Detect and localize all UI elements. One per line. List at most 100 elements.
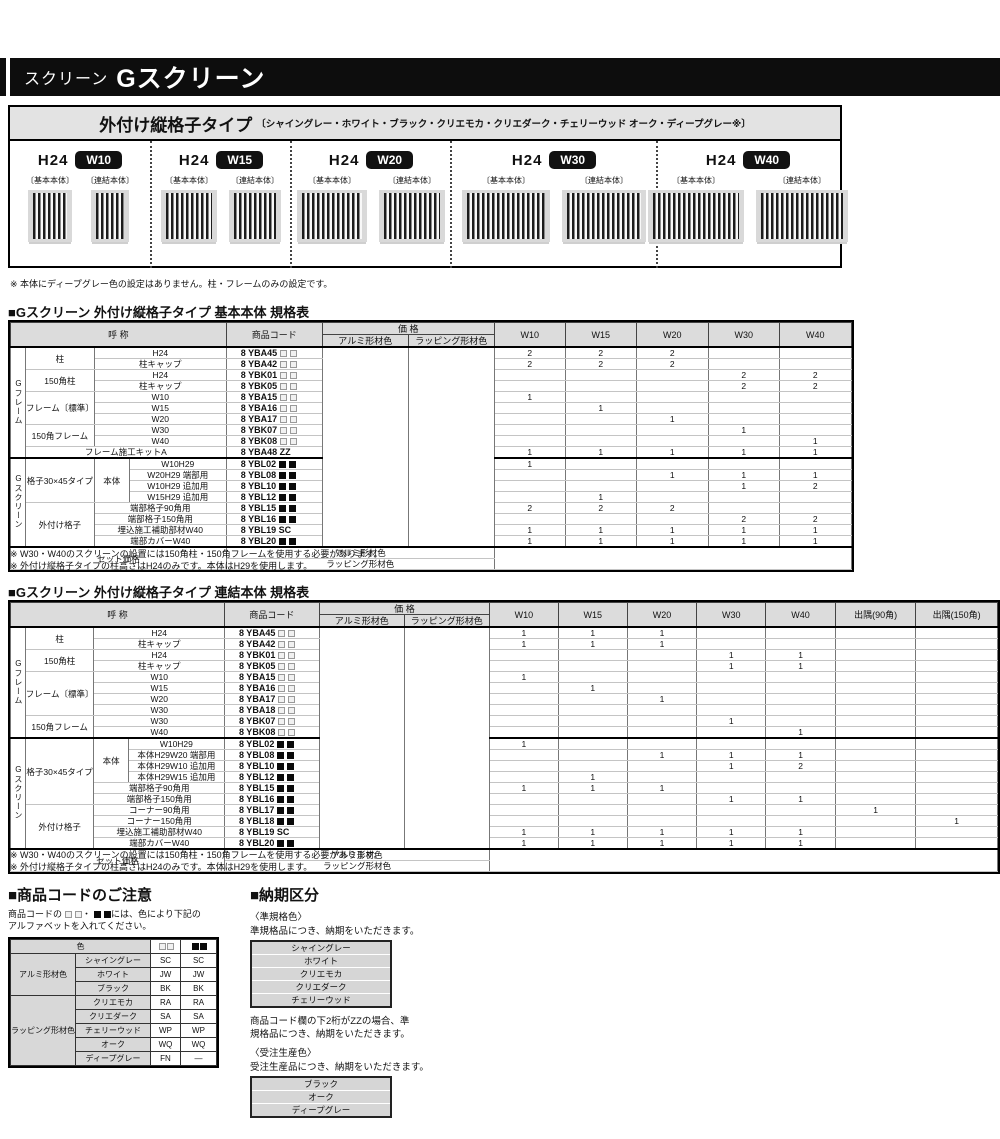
unit-label: 〔連結本体〕 — [388, 176, 436, 185]
table-cell — [626, 660, 698, 672]
table-cell — [834, 660, 917, 672]
open-code-square-icon — [280, 416, 288, 423]
table-cell: 8 YBL12 — [223, 771, 320, 783]
table-cell — [493, 469, 566, 481]
open-code-square-icon — [158, 943, 166, 950]
table-cell: 1 — [489, 626, 559, 639]
table-cell: ラッピング形材色 — [403, 614, 491, 628]
table-cell: 1 — [564, 535, 637, 548]
screen-graphic — [379, 190, 445, 242]
table-cell — [635, 380, 709, 392]
open-code-square-icon — [278, 652, 286, 659]
table-cell: H24 — [93, 626, 225, 639]
desc-text: 商品コードの — [8, 909, 63, 919]
table-cell: 8 YBL16 — [223, 793, 320, 805]
table-cell: 1 — [564, 446, 637, 459]
basic-table-title: ■Gスクリーン 外付け縦格子タイプ 基本本体 規格表 — [8, 305, 310, 320]
table-cell: 1 — [489, 671, 559, 683]
table-cell — [696, 626, 767, 639]
table-cell — [557, 693, 628, 705]
table-cell — [834, 638, 917, 650]
table-cell — [834, 793, 917, 805]
table-cell: ラッピング形材色 — [223, 860, 491, 872]
table-cell — [626, 771, 698, 783]
table-cell: 8 YBA15 — [223, 671, 320, 683]
filled-code-square-icon — [287, 796, 295, 803]
table-cell — [635, 369, 709, 381]
table-cell — [564, 424, 637, 436]
open-code-square-icon — [288, 674, 296, 681]
table-cell — [834, 737, 917, 750]
table-cell: 1 — [707, 424, 780, 436]
table-cell — [150, 939, 181, 954]
table-cell — [557, 660, 628, 672]
unit-label: 〔基本本体〕 — [672, 176, 720, 185]
table-cell: WQ — [180, 1037, 217, 1052]
table-cell: 8 YBL19 SC — [223, 826, 320, 838]
table-cell — [564, 413, 637, 425]
table-cell: 1 — [765, 749, 836, 761]
table-cell — [696, 815, 767, 827]
color-item: クリエダーク — [252, 981, 390, 994]
table-cell — [493, 369, 566, 381]
table-cell — [557, 760, 628, 772]
table-cell: W40 — [93, 435, 227, 447]
code-note-desc: 商品コードの ・ には、色により下記の アルファベットを入れてください。 — [8, 908, 230, 932]
open-code-square-icon — [278, 674, 286, 681]
page-header: スクリーン Gスクリーン — [0, 58, 1000, 96]
table-cell: 8 YBL12 — [225, 491, 323, 503]
basic-spec-table: 呼 称商品コード価 格 W10 W15 W20 W30 W40 アルミ形材色 ラッピング形材色… — [10, 322, 852, 570]
filled-code-square-icon — [277, 741, 285, 748]
open-code-square-icon — [280, 405, 288, 412]
table-cell: 出隅(150角) — [915, 602, 998, 628]
table-cell: 8 YBL02 — [225, 457, 323, 470]
table-cell — [915, 749, 998, 761]
basic-table-footnotes: ※ W30・W40のスクリーンの設置には150角柱・150角フレームを使用する必… — [10, 548, 382, 572]
table-cell: セット価格 — [10, 546, 227, 570]
product-box-header: 外付け縦格子タイプ 〔シャイングレー・ホワイト・ブラック・クリエモカ・クリエダー… — [10, 107, 840, 141]
filled-code-square-icon — [287, 763, 295, 770]
basic-spec-table-wrap: 呼 称商品コード価 格 W10 W15 W20 W30 W40 アルミ形材色 ラッピング形材色… — [8, 320, 854, 572]
table-cell: 2 — [493, 358, 566, 370]
table-cell: 商品コード — [225, 322, 323, 348]
table-cell: クリエモカ — [75, 995, 151, 1010]
table-cell: 出隅(90角) — [834, 602, 917, 628]
table-cell: 150角柱 — [25, 369, 95, 392]
table-cell: アルミ形材色 — [10, 953, 76, 996]
table-cell: 1 — [765, 726, 836, 739]
table-cell — [626, 737, 698, 750]
table-cell: 1 — [707, 469, 780, 481]
table-cell: 埋込施工補助部材W40 — [93, 524, 227, 536]
table-cell: W15 — [93, 402, 227, 414]
table-cell: 8 YBL10 — [225, 480, 323, 492]
table-cell — [626, 793, 698, 805]
table-cell: 格子30×45タイプ — [25, 457, 95, 503]
color-item: ディープグレー — [252, 1104, 390, 1116]
filled-code-square-icon — [279, 483, 287, 490]
table-cell: FN — [150, 1051, 181, 1066]
table-cell — [834, 649, 917, 661]
open-code-square-icon — [280, 372, 288, 379]
table-cell: 1 — [557, 682, 628, 694]
table-cell: 本体H29W20 端部用 — [127, 749, 225, 761]
table-cell — [557, 749, 628, 761]
table-cell — [834, 760, 917, 772]
unit-label: 〔基本本体〕 — [26, 176, 74, 185]
table-cell — [635, 480, 709, 492]
table-cell — [915, 638, 998, 650]
table-cell: H24 — [93, 346, 227, 359]
table-cell — [915, 737, 998, 750]
table-cell: Gフレーム — [10, 626, 26, 739]
table-cell: 価 格 — [321, 322, 495, 335]
table-cell — [489, 793, 559, 805]
open-code-square-icon — [288, 685, 296, 692]
table-cell: 8 YBK01 — [225, 369, 323, 381]
table-cell — [564, 391, 637, 403]
open-code-square-icon — [290, 394, 298, 401]
table-cell — [626, 704, 698, 716]
table-cell — [489, 848, 998, 872]
height-label: H24 — [178, 151, 210, 169]
filled-code-square-icon — [279, 505, 287, 512]
table-cell: 8 YBA16 — [225, 402, 323, 414]
